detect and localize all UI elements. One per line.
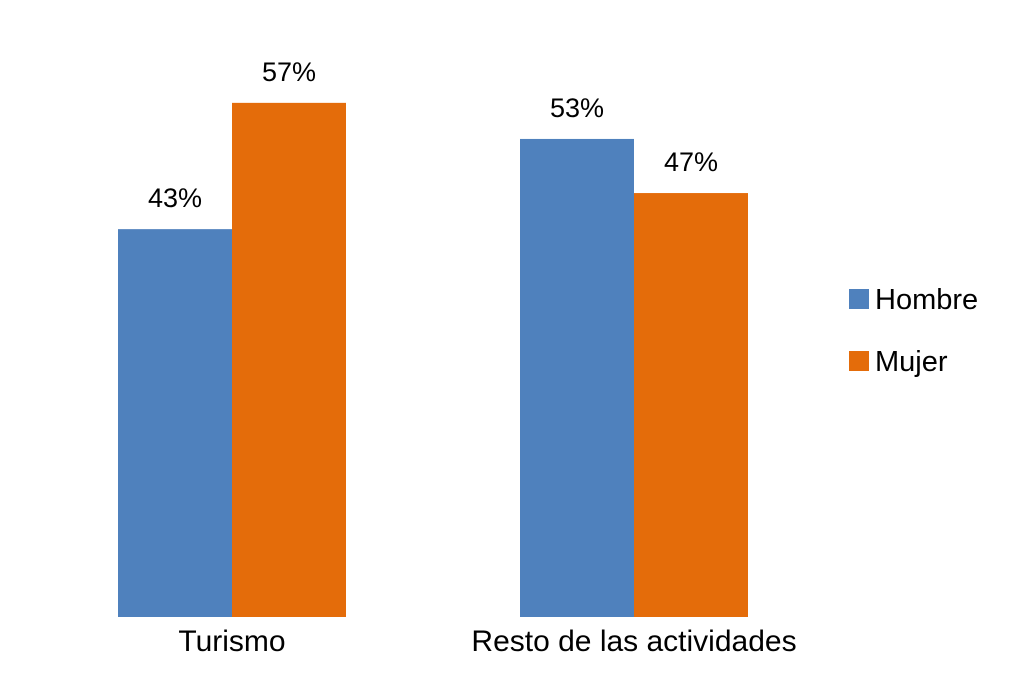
bar-mujer-resto-de-las-actividades	[634, 193, 748, 617]
category-label-resto-de-las-actividades: Resto de las actividades	[471, 625, 796, 658]
legend-swatch-hombre	[849, 289, 869, 309]
data-label-hombre-resto-de-las-actividades: 53%	[550, 93, 604, 123]
bar-hombre-turismo	[118, 229, 232, 617]
legend: Hombre Mujer	[849, 284, 978, 378]
bar-mujer-turismo	[232, 102, 346, 618]
bar-hombre-resto-de-las-actividades	[520, 138, 634, 617]
category-label-turismo: Turismo	[178, 625, 285, 658]
legend-swatch-mujer	[849, 351, 869, 371]
data-label-mujer-turismo: 57%	[262, 57, 316, 87]
data-label-mujer-resto-de-las-actividades: 47%	[664, 147, 718, 177]
legend-label-mujer: Mujer	[875, 346, 948, 378]
data-label-hombre-turismo: 43%	[148, 183, 202, 213]
plot-area: 43% 57% Turismo 53% 47% Resto de las activida…	[118, 57, 797, 658]
legend-label-hombre: Hombre	[875, 284, 978, 316]
